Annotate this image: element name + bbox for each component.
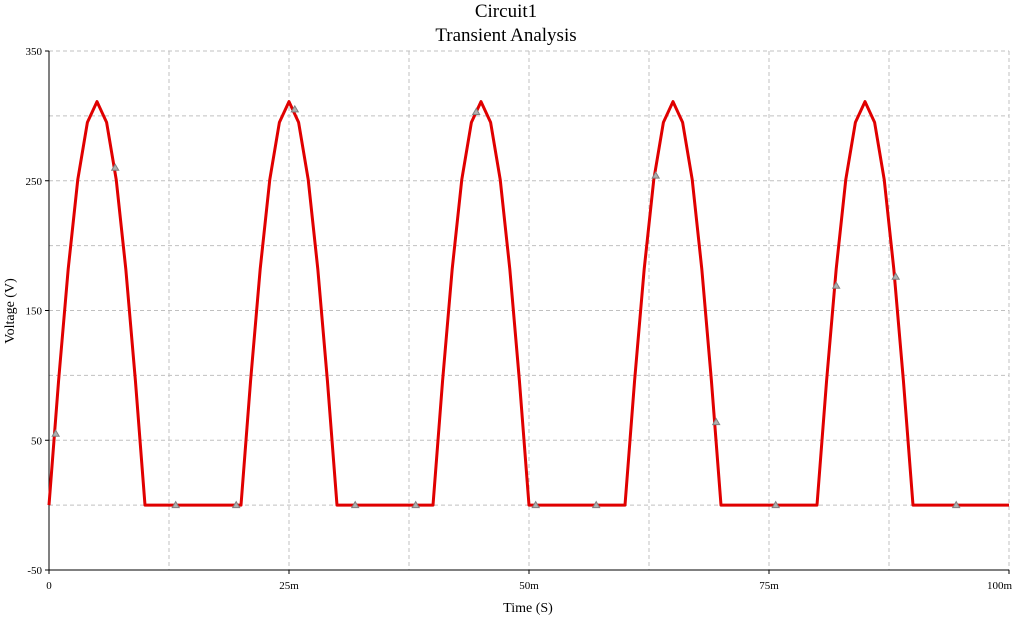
x-tick-label: 75m bbox=[759, 580, 779, 592]
data-marker bbox=[951, 500, 961, 509]
data-marker bbox=[231, 500, 241, 509]
data-marker bbox=[531, 500, 541, 509]
data-marker bbox=[891, 272, 901, 280]
chart-subtitle: Transient Analysis bbox=[435, 25, 576, 46]
x-tick-label: 50m bbox=[519, 580, 539, 592]
data-marker bbox=[171, 500, 181, 509]
tick-labels: 0 25m 50m 75m 100m -50 50 150 250 350 bbox=[26, 46, 1013, 592]
data-marker bbox=[591, 500, 601, 509]
data-marker bbox=[350, 500, 360, 509]
data-marker bbox=[110, 163, 120, 171]
data-marker bbox=[290, 104, 300, 113]
y-tick-label: 350 bbox=[26, 46, 43, 58]
y-tick-label: 150 bbox=[26, 306, 43, 318]
y-tick-label: 250 bbox=[26, 176, 43, 188]
data-marker bbox=[651, 171, 661, 179]
x-tick-label: 0 bbox=[46, 580, 52, 592]
series-line bbox=[47, 100, 1009, 507]
grid bbox=[49, 50, 1010, 570]
series-group bbox=[47, 100, 1009, 507]
data-marker bbox=[771, 500, 781, 509]
x-tick-label: 25m bbox=[279, 580, 299, 592]
chart-title: Circuit1 bbox=[475, 1, 537, 22]
data-marker bbox=[471, 107, 481, 115]
axes bbox=[45, 50, 1010, 574]
x-tick-label: 100m bbox=[987, 580, 1013, 592]
y-tick-label: -50 bbox=[27, 565, 42, 577]
y-tick-label: 50 bbox=[31, 435, 43, 447]
x-axis-label: Time (S) bbox=[503, 601, 553, 616]
data-marker bbox=[831, 281, 841, 289]
data-marker bbox=[51, 429, 61, 437]
y-axis-label: Voltage (V) bbox=[3, 278, 18, 344]
data-marker bbox=[411, 500, 421, 509]
data-marker bbox=[711, 417, 721, 426]
marker-group bbox=[51, 104, 961, 509]
